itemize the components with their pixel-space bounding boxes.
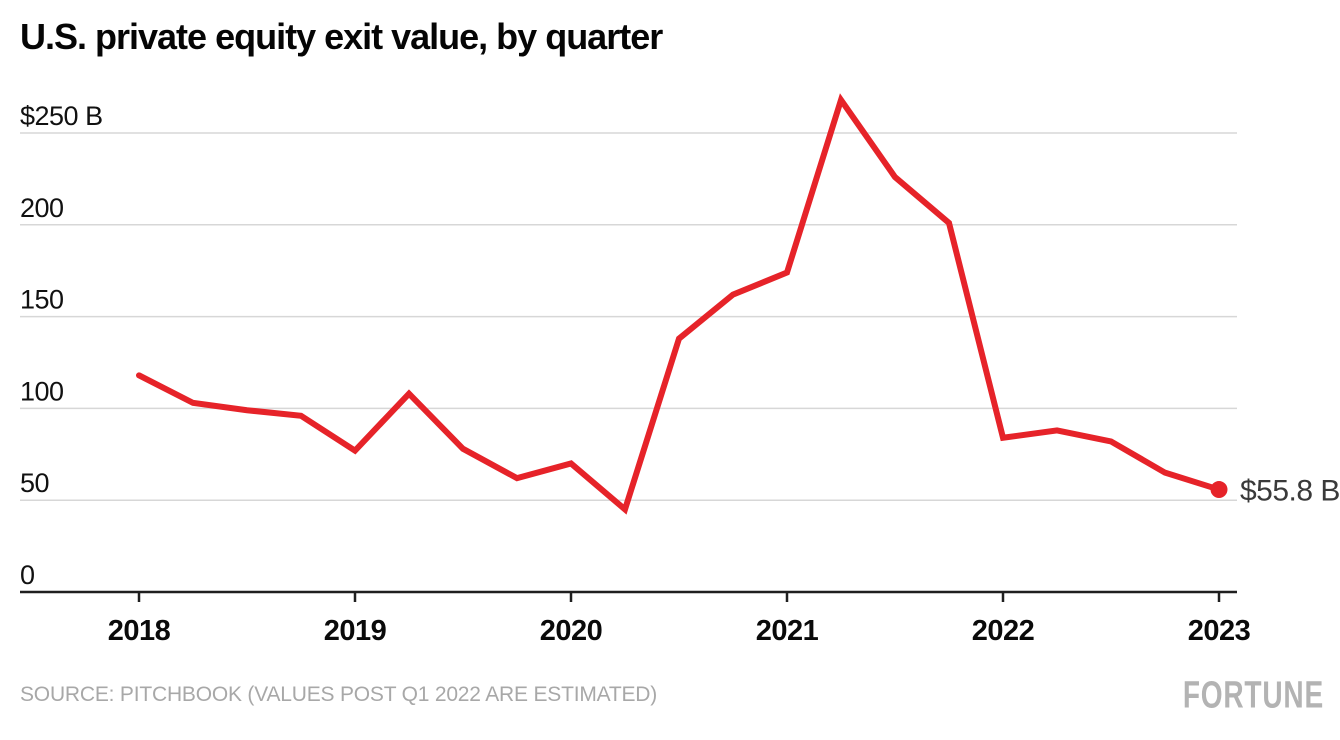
end-value-label: $55.8 B [1240, 475, 1340, 508]
source-note: SOURCE: PITCHBOOK (VALUES POST Q1 2022 A… [20, 683, 658, 706]
y-tick-label: 50 [20, 468, 49, 498]
x-tick-label: 2019 [324, 615, 387, 647]
x-tick-label: 2023 [1188, 615, 1251, 647]
end-point-dot [1210, 481, 1228, 499]
y-tick-label: 100 [20, 376, 64, 406]
y-tick-label: $250 B [20, 101, 103, 131]
y-tick-label: 150 [20, 285, 64, 315]
fortune-logo: FORTUNE [1182, 672, 1324, 716]
y-tick-label: 200 [20, 193, 64, 223]
x-tick-label: 2022 [972, 615, 1035, 647]
data-line [136, 93, 1222, 515]
y-tick-label: 0 [20, 560, 35, 590]
chart-title: U.S. private equity exit value, by quart… [20, 16, 663, 57]
x-tick-label: 2021 [756, 615, 819, 647]
x-tick-label: 2018 [108, 615, 171, 647]
x-tick-label: 2020 [540, 615, 603, 647]
